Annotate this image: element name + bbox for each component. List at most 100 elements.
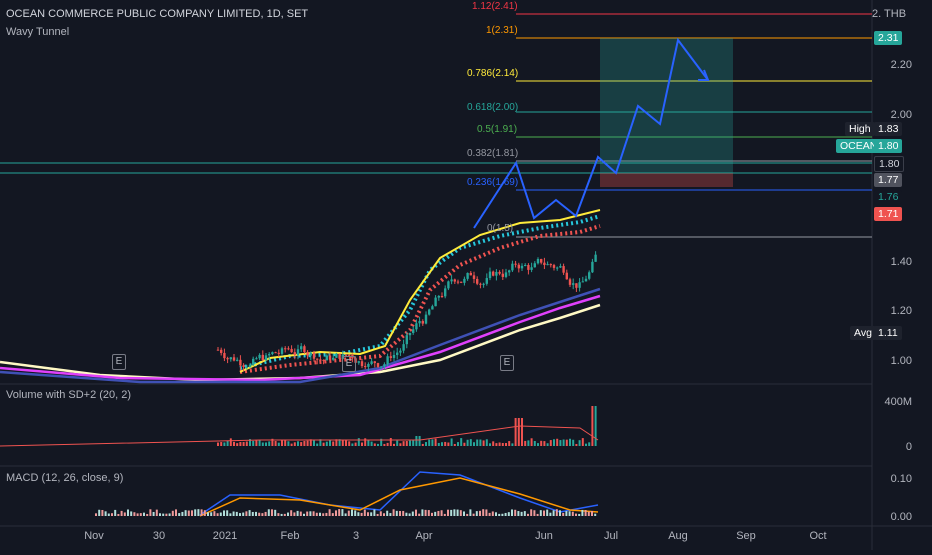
volume-bar <box>482 440 485 446</box>
candle-body <box>364 366 367 368</box>
price-tick: 1.20 <box>890 305 912 317</box>
macd-histogram-bar <box>107 513 110 516</box>
macd-histogram-bar <box>117 513 120 516</box>
macd-histogram-bar <box>453 509 456 516</box>
candle-body <box>472 275 476 279</box>
candle-body <box>242 365 245 367</box>
ma-line <box>0 294 601 382</box>
candle-body <box>328 355 332 360</box>
earnings-marker[interactable]: E <box>342 356 356 372</box>
volume-bar <box>274 441 277 446</box>
time-tick: 3 <box>352 530 360 542</box>
volume-bar <box>332 441 335 446</box>
candle-body <box>504 272 508 277</box>
macd-histogram-bar <box>546 509 549 516</box>
candle-body <box>229 357 232 360</box>
candle-body <box>380 366 383 368</box>
macd-histogram-bar <box>309 511 312 516</box>
volume-bar <box>565 439 568 446</box>
volume-bar <box>460 438 463 446</box>
candle-body <box>568 279 572 285</box>
symbol-title[interactable]: OCEAN COMMERCE PUBLIC COMPANY LIMITED, 1… <box>6 8 309 20</box>
volume-legend[interactable]: Volume with SD+2 (20, 2) <box>6 389 132 401</box>
candle-body <box>287 348 290 350</box>
macd-histogram-bar <box>360 512 363 516</box>
candle-body <box>258 354 261 359</box>
macd-legend[interactable]: MACD (12, 26, close, 9) <box>6 472 124 484</box>
volume-bar <box>284 439 287 446</box>
candle-body <box>316 358 319 360</box>
candle-body <box>280 348 284 354</box>
volume-bar <box>233 441 235 446</box>
candle-body <box>357 361 360 363</box>
volume-bar <box>453 443 456 446</box>
candle-body <box>405 335 408 345</box>
macd-histogram-bar <box>191 510 193 516</box>
candle-body <box>517 264 520 269</box>
volume-bar <box>396 440 399 446</box>
volume-bar <box>341 440 344 446</box>
macd-histogram-bar <box>539 510 542 516</box>
macd-histogram-bar <box>271 509 273 516</box>
volume-bar <box>485 439 488 446</box>
macd-histogram-bar <box>434 511 437 516</box>
macd-histogram-bar <box>319 512 321 516</box>
volume-bar <box>527 440 530 446</box>
volume-bar <box>370 441 373 446</box>
candle-body <box>476 278 479 284</box>
macd-histogram-bar <box>376 513 379 516</box>
candle-body <box>261 354 264 361</box>
volume-bar <box>581 438 584 446</box>
volume-bar <box>229 438 232 446</box>
candle-body <box>264 355 268 361</box>
macd-histogram-bar <box>293 512 296 516</box>
macd-histogram-bar <box>226 510 229 516</box>
wavy-tunnel-legend[interactable]: Wavy Tunnel <box>6 26 70 38</box>
macd-histogram-bar <box>213 511 216 516</box>
volume-bar <box>591 406 594 446</box>
macd-histogram-bar <box>507 512 510 516</box>
candle-body <box>450 279 453 282</box>
macd-histogram-bar <box>104 511 107 516</box>
macd-histogram-bar <box>421 509 424 516</box>
macd-histogram-bar <box>504 512 507 516</box>
volume-bar <box>389 438 392 446</box>
candle-body <box>565 272 568 280</box>
candle-body <box>383 364 386 367</box>
macd-histogram-bar <box>402 510 405 516</box>
macd-histogram-bar <box>411 511 414 516</box>
volume-bar <box>511 443 514 446</box>
earnings-marker[interactable]: E <box>112 354 126 370</box>
volume-bar <box>325 441 328 446</box>
profit-zone <box>600 38 733 173</box>
volume-bar <box>441 442 443 446</box>
macd-histogram-bar <box>120 510 123 516</box>
macd-histogram-bar <box>578 513 581 516</box>
volume-bar <box>405 441 408 446</box>
ma-line <box>0 303 601 382</box>
volume-bar <box>450 438 453 446</box>
volume-bar <box>543 441 546 446</box>
macd-histogram-bar <box>335 510 337 516</box>
earnings-marker[interactable]: E <box>500 355 514 371</box>
macd-histogram-bar <box>517 511 520 516</box>
volume-tick: 0 <box>905 441 912 453</box>
macd-histogram-bar <box>581 509 584 516</box>
volume-bar <box>466 439 469 446</box>
candle-body <box>453 279 456 282</box>
volume-bar <box>217 442 219 446</box>
macd-histogram-bar <box>162 513 165 516</box>
volume-bar <box>447 442 450 446</box>
volume-bar <box>223 442 226 446</box>
macd-histogram-bar <box>283 513 286 516</box>
candle-body <box>412 329 415 333</box>
volume-bar <box>556 438 559 446</box>
macd-histogram-bar <box>427 510 430 516</box>
macd-histogram-bar <box>479 510 481 516</box>
macd-histogram-bar <box>251 511 254 516</box>
candle-body <box>578 282 581 288</box>
macd-histogram-bar <box>203 510 206 516</box>
volume-bar <box>306 440 309 446</box>
